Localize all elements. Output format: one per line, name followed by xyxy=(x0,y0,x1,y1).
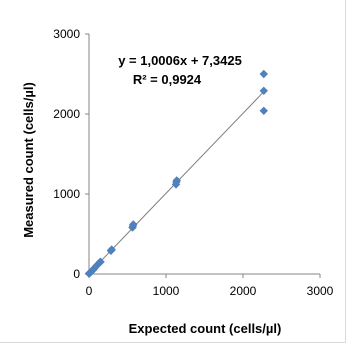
data-point xyxy=(129,220,138,229)
x-tick-label: 1000 xyxy=(153,284,180,298)
axes xyxy=(88,34,320,275)
data-point xyxy=(259,69,268,79)
data-point xyxy=(107,245,116,254)
data-point xyxy=(259,106,268,115)
y-tick-label: 3000 xyxy=(53,27,80,41)
data-point xyxy=(172,176,181,185)
y-tick-label: 2000 xyxy=(53,107,80,121)
x-tick-labels: 0 1000 2000 3000 xyxy=(86,274,334,298)
data-point xyxy=(259,86,268,95)
data-point xyxy=(96,257,105,267)
y-tick-label: 1000 xyxy=(53,187,80,201)
x-tick-label: 3000 xyxy=(307,284,334,298)
equation-label: y = 1,0006x + 7,3425 xyxy=(118,53,242,68)
x-tick-label: 2000 xyxy=(230,284,257,298)
y-tick-labels: 0 1000 2000 3000 xyxy=(53,27,89,281)
r-squared-label: R² = 0,9924 xyxy=(133,72,202,87)
data-points xyxy=(84,69,268,278)
y-axis-title: Measured count (cells/µl) xyxy=(21,82,36,238)
x-tick-label: 0 xyxy=(86,284,93,298)
y-tick-label: 0 xyxy=(73,267,80,281)
x-axis-title: Expected count (cells/µl) xyxy=(129,321,282,336)
